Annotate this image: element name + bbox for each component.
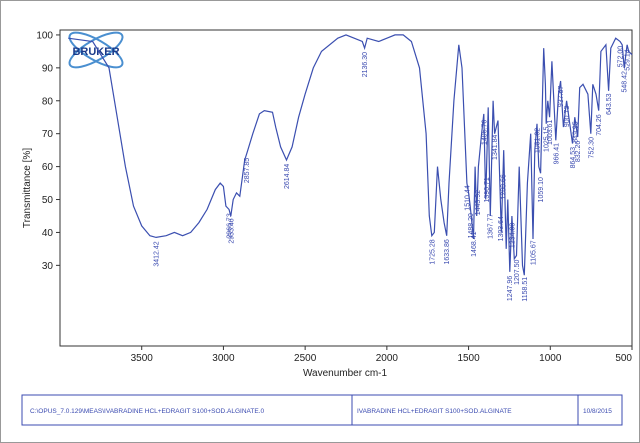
peak-label: 752.30 (588, 137, 595, 159)
y-tick-label: 90 (42, 63, 54, 74)
x-tick-label: 500 (615, 353, 632, 364)
logo-text: BRUKER (72, 46, 119, 58)
peak-label: 1468.41 (471, 231, 478, 256)
x-tick-label: 3500 (131, 353, 154, 364)
y-axis-label: Transmittance [%] (22, 148, 33, 228)
peak-label: 1247.96 (507, 276, 514, 301)
x-tick-label: 1000 (539, 353, 562, 364)
footer-path: C:\OPUS_7.0.129\MEAS\IVABRADINE HCL+EDRA… (30, 408, 264, 415)
y-tick-label: 30 (42, 261, 54, 272)
y-tick-label: 70 (42, 129, 54, 140)
y-tick-label: 80 (42, 96, 54, 107)
footer-date: 10/8/2015 (583, 408, 612, 415)
peak-label: 643.53 (606, 93, 613, 115)
peak-label: 529.14 (625, 49, 632, 71)
x-axis-label: Wavenumber cm-1 (303, 368, 388, 379)
peak-label: 900.73 (564, 106, 571, 128)
peak-label: 1633.86 (444, 239, 451, 264)
peak-label: 864.53 (570, 147, 577, 169)
peak-label: 1488.20 (468, 213, 475, 238)
peak-label: 832.26 (575, 141, 582, 163)
x-tick-label: 2500 (294, 353, 317, 364)
x-tick-label: 1500 (457, 353, 480, 364)
peak-label: 1367.77 (488, 213, 495, 238)
peak-label: 1207.50 (514, 260, 521, 285)
peak-label: 1725.28 (429, 239, 436, 264)
footer-sample: IVABRADINE HCL+EDRAGIT S100+SOD.ALGINATE (357, 408, 512, 415)
peak-label: 1059.10 (538, 177, 545, 202)
peak-label: 966.41 (553, 143, 560, 165)
peak-label: 2136.30 (362, 52, 369, 77)
peak-label: 2857.85 (244, 158, 251, 183)
peak-label: 548.42 (622, 71, 629, 93)
y-tick-label: 40 (42, 228, 54, 239)
peak-label: 937.67 (558, 86, 565, 108)
peak-label: 1003.61 (547, 120, 554, 145)
peak-label: 3412.42 (154, 241, 161, 266)
spectrum-line (68, 34, 633, 276)
peak-label: 1158.51 (522, 277, 529, 302)
peak-label: 2966.73 (226, 213, 233, 238)
peak-label: 1025.15 (544, 127, 551, 152)
peak-label: 2614.84 (284, 164, 291, 189)
y-tick-label: 50 (42, 195, 54, 206)
peak-label: 1390.71 (484, 177, 491, 202)
peak-label: 1341.84 (492, 135, 499, 160)
peak-label: 1443.92 (475, 190, 482, 215)
peak-label: 1234.03 (510, 223, 517, 248)
footer-box (21, 394, 623, 426)
peak-label: 704.26 (596, 114, 603, 136)
y-tick-label: 60 (42, 162, 54, 173)
peak-label: 2953.46 (229, 218, 236, 243)
peak-label: 1406.76 (481, 120, 488, 145)
plot-frame (59, 29, 633, 347)
peak-label: 1510.44 (464, 185, 471, 210)
peak-label: 1081.02 (535, 128, 542, 153)
peak-label: 1288.66 (501, 174, 508, 199)
x-tick-label: 3000 (212, 353, 235, 364)
x-tick-label: 2000 (376, 353, 399, 364)
peak-label: 849.95 (572, 121, 579, 143)
y-tick-label: 100 (36, 30, 53, 41)
peak-label: 572.00 (618, 46, 625, 68)
peak-label: 1105.67 (531, 240, 538, 265)
peak-label: 1303.64 (498, 216, 505, 241)
